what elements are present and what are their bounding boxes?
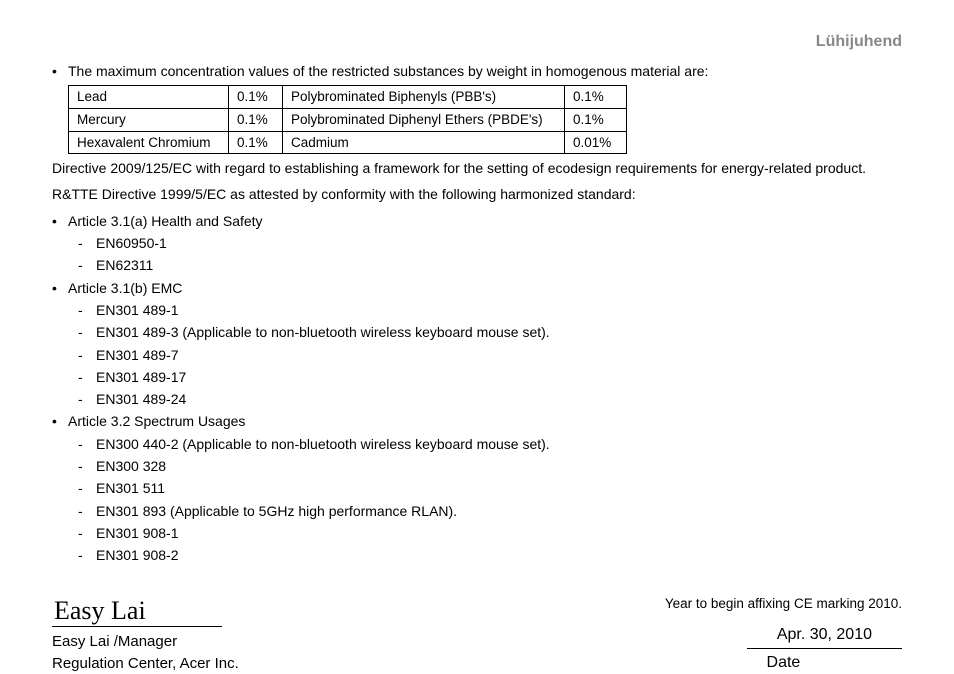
standards-list: EN300 440-2 (Applicable to non-bluetooth… xyxy=(68,434,902,566)
table-row: Mercury 0.1% Polybrominated Diphenyl Eth… xyxy=(69,109,627,132)
table-cell: 0.1% xyxy=(229,131,283,154)
date-label: Date xyxy=(665,651,902,674)
standard-item: EN301 908-1 xyxy=(68,523,902,543)
standard-item: EN301 489-17 xyxy=(68,367,902,387)
articles-list: Article 3.1(a) Health and Safety EN60950… xyxy=(52,211,902,566)
intro-bullet: The maximum concentration values of the … xyxy=(52,61,902,81)
table-row: Lead 0.1% Polybrominated Biphenyls (PBB'… xyxy=(69,86,627,109)
table-cell: Cadmium xyxy=(283,131,565,154)
standard-item: EN301 511 xyxy=(68,478,902,498)
header-right: Lühijuhend xyxy=(52,30,902,53)
article-title: Article 3.2 Spectrum Usages xyxy=(68,413,245,429)
directive-paragraph-1: Directive 2009/125/EC with regard to est… xyxy=(52,158,902,178)
article-title: Article 3.1(a) Health and Safety xyxy=(68,213,263,229)
standard-item: EN60950-1 xyxy=(68,233,902,253)
table-cell: 0.1% xyxy=(565,109,627,132)
signature-org: Regulation Center, Acer Inc. xyxy=(52,653,239,674)
directive-paragraph-2: R&TTE Directive 1999/5/EC as attested by… xyxy=(52,184,902,204)
standard-item: EN301 489-1 xyxy=(68,300,902,320)
intro-bullet-list: The maximum concentration values of the … xyxy=(52,61,902,81)
table-cell: Hexavalent Chromium xyxy=(69,131,229,154)
table-cell: 0.1% xyxy=(565,86,627,109)
signature-script: Easy Lai xyxy=(52,597,222,627)
footer: Easy Lai Easy Lai /Manager Regulation Ce… xyxy=(52,594,902,674)
date-value: Apr. 30, 2010 xyxy=(747,623,902,649)
table-row: Hexavalent Chromium 0.1% Cadmium 0.01% xyxy=(69,131,627,154)
standard-item: EN300 440-2 (Applicable to non-bluetooth… xyxy=(68,434,902,454)
article-item: Article 3.1(b) EMC EN301 489-1 EN301 489… xyxy=(52,278,902,410)
standard-item: EN301 908-2 xyxy=(68,545,902,565)
article-item: Article 3.2 Spectrum Usages EN300 440-2 … xyxy=(52,411,902,565)
table-cell: Lead xyxy=(69,86,229,109)
standard-item: EN301 489-7 xyxy=(68,345,902,365)
standard-item: EN300 328 xyxy=(68,456,902,476)
standard-item: EN301 489-3 (Applicable to non-bluetooth… xyxy=(68,322,902,342)
substances-table: Lead 0.1% Polybrominated Biphenyls (PBB'… xyxy=(68,85,627,154)
table-cell: Mercury xyxy=(69,109,229,132)
table-cell: 0.1% xyxy=(229,86,283,109)
table-cell: 0.01% xyxy=(565,131,627,154)
signature-block: Easy Lai Easy Lai /Manager Regulation Ce… xyxy=(52,597,239,674)
article-item: Article 3.1(a) Health and Safety EN60950… xyxy=(52,211,902,276)
standards-list: EN301 489-1 EN301 489-3 (Applicable to n… xyxy=(68,300,902,409)
table-cell: Polybrominated Diphenyl Ethers (PBDE's) xyxy=(283,109,565,132)
table-cell: 0.1% xyxy=(229,109,283,132)
ce-marking-note: Year to begin affixing CE marking 2010. xyxy=(665,594,902,614)
date-block: Year to begin affixing CE marking 2010. … xyxy=(665,594,902,674)
standards-list: EN60950-1 EN62311 xyxy=(68,233,902,276)
standard-item: EN62311 xyxy=(68,255,902,275)
standard-item: EN301 489-24 xyxy=(68,389,902,409)
table-cell: Polybrominated Biphenyls (PBB's) xyxy=(283,86,565,109)
article-title: Article 3.1(b) EMC xyxy=(68,280,182,296)
standard-item: EN301 893 (Applicable to 5GHz high perfo… xyxy=(68,501,902,521)
signature-name-title: Easy Lai /Manager xyxy=(52,631,239,653)
